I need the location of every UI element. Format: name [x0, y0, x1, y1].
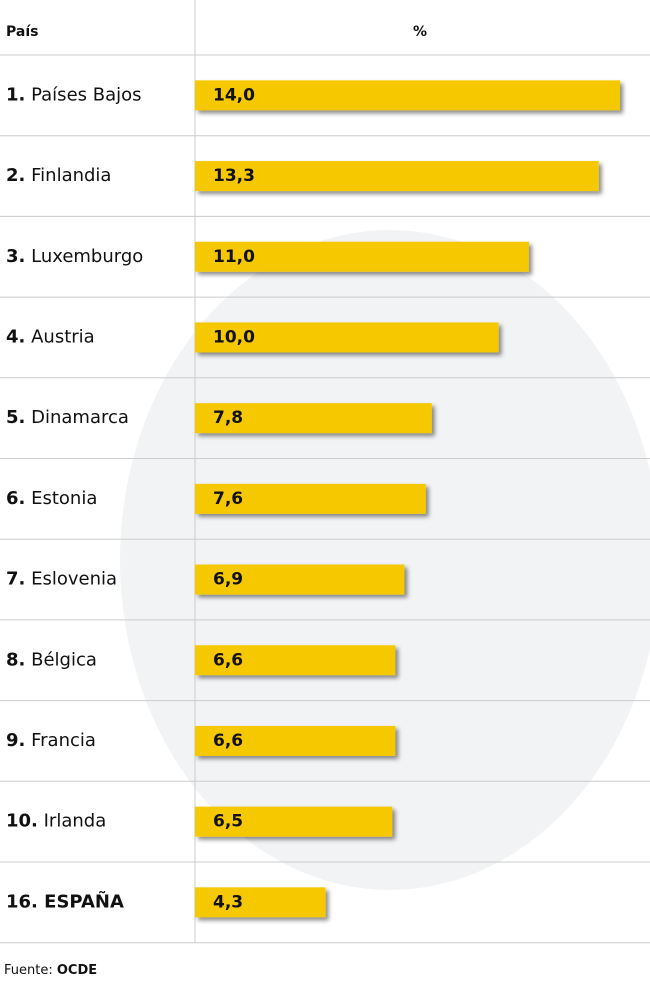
bar: [195, 322, 499, 353]
rank: 8.: [6, 649, 25, 670]
category-label: 4. Austria: [6, 326, 95, 347]
header-country: País: [6, 24, 38, 40]
bar: [195, 806, 393, 837]
value-label: 7,6: [213, 489, 243, 509]
value-label: 6,6: [213, 731, 243, 751]
category-label: 7. Eslovenia: [6, 569, 117, 590]
category-label: 5. Dinamarca: [6, 407, 129, 428]
source-label: Fuente:: [4, 963, 53, 978]
country: Austria: [31, 326, 95, 347]
bar: [195, 241, 529, 272]
country: Irlanda: [44, 811, 107, 832]
bar: [195, 80, 620, 111]
rank: 6.: [6, 488, 25, 509]
rank: 5.: [6, 407, 25, 428]
header-percent: %: [413, 24, 427, 40]
bar: [195, 483, 426, 514]
category-label: 16. ESPAÑA: [6, 889, 124, 912]
bar: [195, 725, 396, 756]
category-label: 3. Luxemburgo: [6, 246, 143, 267]
value-label: 10,0: [213, 327, 255, 347]
category-label: 6. Estonia: [6, 488, 97, 509]
value-label: 7,8: [213, 408, 243, 428]
rank: 7.: [6, 569, 25, 590]
bar: [195, 645, 396, 676]
bar: [195, 887, 326, 918]
country: Finlandia: [31, 165, 111, 186]
source-name: OCDE: [57, 963, 97, 978]
value-label: 6,5: [213, 812, 243, 832]
value-label: 13,3: [213, 166, 255, 186]
rank: 16.: [6, 891, 38, 912]
bar: [195, 564, 405, 595]
category-label: 2. Finlandia: [6, 165, 111, 186]
rank: 9.: [6, 730, 25, 751]
category-label: 1. Países Bajos: [6, 84, 142, 105]
country: Francia: [31, 730, 96, 751]
rank: 2.: [6, 165, 25, 186]
country: Estonia: [31, 488, 97, 509]
category-label: 9. Francia: [6, 730, 96, 751]
country: ESPAÑA: [44, 889, 124, 912]
category-label: 8. Bélgica: [6, 649, 97, 670]
country: Dinamarca: [31, 407, 129, 428]
rank: 3.: [6, 246, 25, 267]
value-label: 4,3: [213, 892, 243, 912]
value-label: 14,0: [213, 85, 255, 105]
category-label: 10. Irlanda: [6, 811, 106, 832]
source: Fuente: OCDE: [4, 963, 97, 978]
bar: [195, 161, 599, 192]
value-label: 11,0: [213, 247, 255, 267]
rank: 1.: [6, 84, 25, 105]
country: Países Bajos: [31, 84, 141, 105]
country: Luxemburgo: [31, 246, 143, 267]
value-label: 6,6: [213, 650, 243, 670]
background-illustration: [120, 230, 650, 890]
rank: 10.: [6, 811, 38, 832]
rank: 4.: [6, 326, 25, 347]
country: Bélgica: [31, 649, 97, 670]
bar: [195, 403, 432, 434]
value-label: 6,9: [213, 570, 243, 590]
country: Eslovenia: [31, 569, 117, 590]
